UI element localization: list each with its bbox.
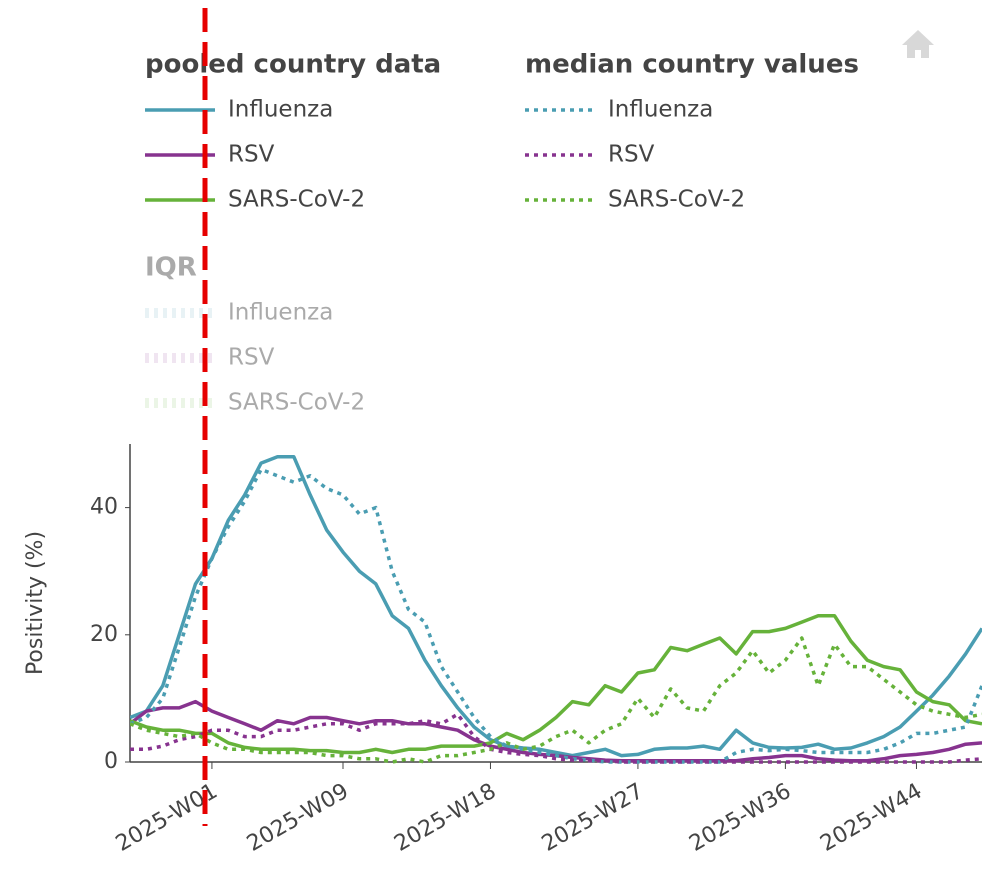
legend-label: Influenza (608, 97, 713, 123)
x-tick-label: 2025-W27 (538, 779, 648, 857)
series-line (130, 712, 982, 764)
series-line (130, 613, 982, 755)
plot-area (130, 454, 982, 764)
series-line (130, 454, 982, 758)
legend-label: RSV (228, 345, 275, 371)
legend-label: SARS-CoV-2 (228, 187, 365, 213)
legend-label: SARS-CoV-2 (608, 187, 745, 213)
legend-label: Influenza (228, 300, 333, 326)
legend-group-title: median country values (525, 50, 859, 80)
y-tick-label: 0 (104, 749, 118, 774)
x-tick-label: 2025-W36 (685, 779, 795, 857)
x-tick-label: 2025-W44 (816, 779, 926, 857)
legend-label: Influenza (228, 97, 333, 123)
home-shape (902, 30, 934, 58)
x-tick-label: 2025-W09 (243, 779, 353, 857)
y-tick-label: 20 (90, 622, 118, 647)
legend-label: RSV (608, 142, 655, 168)
legend: pooled country data Influenza RSV SARS-CoV-… (145, 50, 859, 416)
legend-label: SARS-CoV-2 (228, 390, 365, 416)
y-axis-title: Positivity (%) (23, 531, 48, 675)
series-line (130, 467, 982, 764)
y-tick-label: 40 (90, 495, 118, 520)
home-icon[interactable] (902, 30, 934, 58)
legend-label: RSV (228, 142, 275, 168)
legend-group-title: IQR (145, 253, 197, 283)
legend-group-title: pooled country data (145, 50, 441, 80)
x-tick-label: 2025-W18 (390, 779, 500, 857)
series-line (130, 636, 982, 764)
